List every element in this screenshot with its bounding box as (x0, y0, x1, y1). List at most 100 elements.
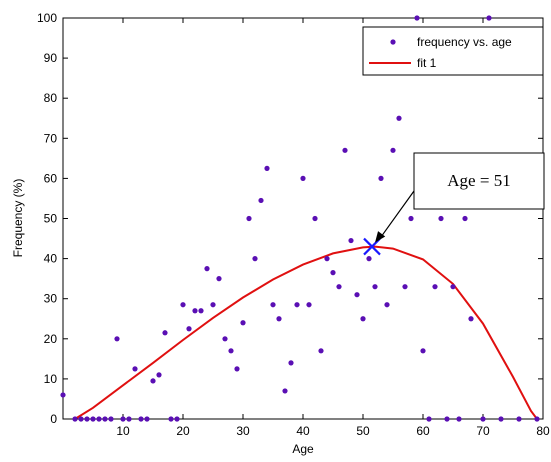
x-tick-label: 50 (356, 424, 370, 438)
x-tick-label: 60 (416, 424, 430, 438)
data-point (534, 416, 540, 422)
data-point (84, 416, 90, 422)
highlight-marker (363, 237, 381, 256)
annotation-arrow-head (375, 231, 386, 243)
data-point (102, 416, 108, 422)
y-tick-label: 0 (50, 412, 57, 426)
data-point (432, 284, 438, 290)
x-tick-label: 20 (176, 424, 190, 438)
data-point (162, 330, 168, 336)
data-point (174, 416, 180, 422)
data-point (198, 308, 204, 314)
data-point (336, 284, 342, 290)
x-axis-label: Age (292, 442, 314, 456)
data-point (372, 284, 378, 290)
y-tick-label: 10 (44, 372, 58, 386)
x-tick-label: 80 (536, 424, 550, 438)
data-point (150, 378, 156, 384)
data-point (444, 416, 450, 422)
data-point (378, 175, 384, 181)
data-point (270, 302, 276, 308)
data-point (480, 416, 486, 422)
data-point (192, 308, 198, 314)
annotation-text: Age = 51 (447, 171, 510, 190)
data-point (456, 416, 462, 422)
data-point (300, 175, 306, 181)
y-tick-label: 80 (44, 91, 58, 105)
data-point (408, 215, 414, 222)
plot-area (62, 17, 544, 420)
data-point (216, 276, 222, 282)
data-point (168, 416, 174, 422)
y-tick-label: 90 (44, 51, 58, 65)
data-point (258, 197, 264, 204)
data-point (234, 366, 240, 372)
data-point (450, 284, 456, 290)
legend-box (362, 26, 544, 76)
legend: frequency vs. age fit 1 (362, 26, 544, 76)
data-point (462, 215, 468, 222)
data-point (342, 147, 348, 153)
data-point (240, 320, 246, 326)
x-tick-label: 30 (236, 424, 250, 438)
data-point (114, 336, 120, 342)
data-point (318, 348, 324, 354)
annotation-box (413, 152, 545, 210)
y-tick-label: 50 (44, 212, 58, 226)
data-point (264, 165, 270, 171)
data-point (420, 348, 426, 354)
data-point (186, 326, 192, 332)
data-point (288, 360, 294, 366)
data-point (390, 147, 396, 153)
legend-label-points: frequency vs. age (417, 35, 512, 49)
data-point (354, 292, 360, 298)
data-point (516, 416, 522, 422)
fit-curve (74, 245, 538, 420)
data-point (426, 416, 432, 422)
data-point (246, 215, 252, 222)
data-point (360, 316, 366, 322)
data-point (306, 302, 312, 308)
x-tick-label: 40 (296, 424, 310, 438)
axis-ticks: 10 20 30 40 50 60 70 80 0 10 20 30 40 50 60 70 80 90 100 (37, 11, 550, 438)
legend-label-fit: fit 1 (417, 56, 437, 70)
y-tick-label: 100 (37, 11, 57, 25)
data-point (486, 15, 492, 21)
y-tick-label: 70 (44, 131, 58, 145)
data-point (414, 15, 420, 21)
data-point (498, 416, 504, 422)
data-point (252, 256, 258, 262)
data-point (282, 388, 288, 394)
data-point (156, 372, 162, 378)
data-point (180, 302, 186, 308)
y-tick-label: 30 (44, 292, 58, 306)
data-point (402, 284, 408, 290)
data-point (138, 416, 144, 422)
x-tick-label: 10 (116, 424, 130, 438)
y-axis-label: Frequency (%) (11, 179, 25, 258)
data-point (210, 302, 216, 308)
data-point (204, 266, 210, 272)
x-tick-label: 70 (476, 424, 490, 438)
data-point (78, 416, 84, 422)
data-point (330, 270, 336, 276)
data-point (312, 215, 318, 222)
data-point (276, 316, 282, 322)
data-point (120, 416, 126, 422)
data-point (366, 256, 372, 262)
y-tick-label: 40 (44, 252, 58, 266)
annotation-arrow (381, 190, 415, 236)
data-point (438, 215, 444, 222)
data-point (108, 416, 114, 422)
data-series (60, 15, 540, 422)
data-point (90, 416, 96, 422)
data-point (126, 416, 132, 422)
data-point (294, 302, 300, 308)
data-point (132, 366, 138, 372)
data-point (144, 416, 150, 422)
y-tick-label: 60 (44, 171, 58, 185)
data-point (72, 416, 78, 422)
data-point (348, 237, 354, 244)
